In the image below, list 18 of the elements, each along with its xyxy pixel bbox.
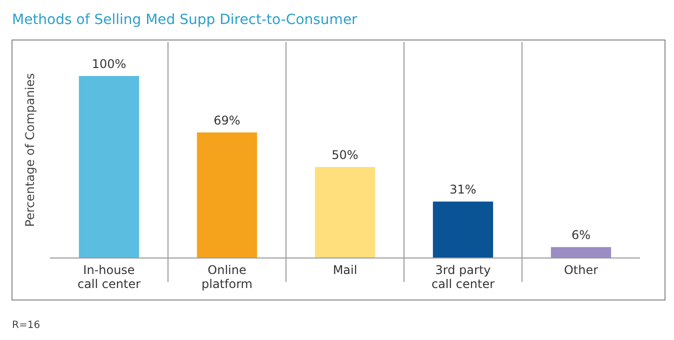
data-label: 31%: [450, 182, 476, 197]
chart-title: Methods of Selling Med Supp Direct-to-Consumer: [12, 12, 358, 28]
y-axis-title: Percentage of Companies: [23, 73, 37, 227]
bar: [550, 247, 612, 258]
x-tick-label: Other: [564, 263, 598, 277]
data-label: 100%: [92, 57, 126, 71]
x-tick-label: In-house call center: [77, 263, 141, 291]
x-tick-label: 3rd party call center: [431, 263, 495, 291]
bar: [196, 132, 258, 258]
data-label: 69%: [214, 113, 240, 128]
bar: [314, 167, 376, 258]
data-label: 6%: [571, 228, 591, 242]
x-tick-label: Mail: [332, 263, 358, 277]
text: R=16: [12, 320, 40, 331]
bar: [432, 202, 494, 258]
data-label: 50%: [332, 148, 358, 162]
bar: [78, 76, 140, 258]
x-tick-label: Online platform: [202, 263, 252, 291]
